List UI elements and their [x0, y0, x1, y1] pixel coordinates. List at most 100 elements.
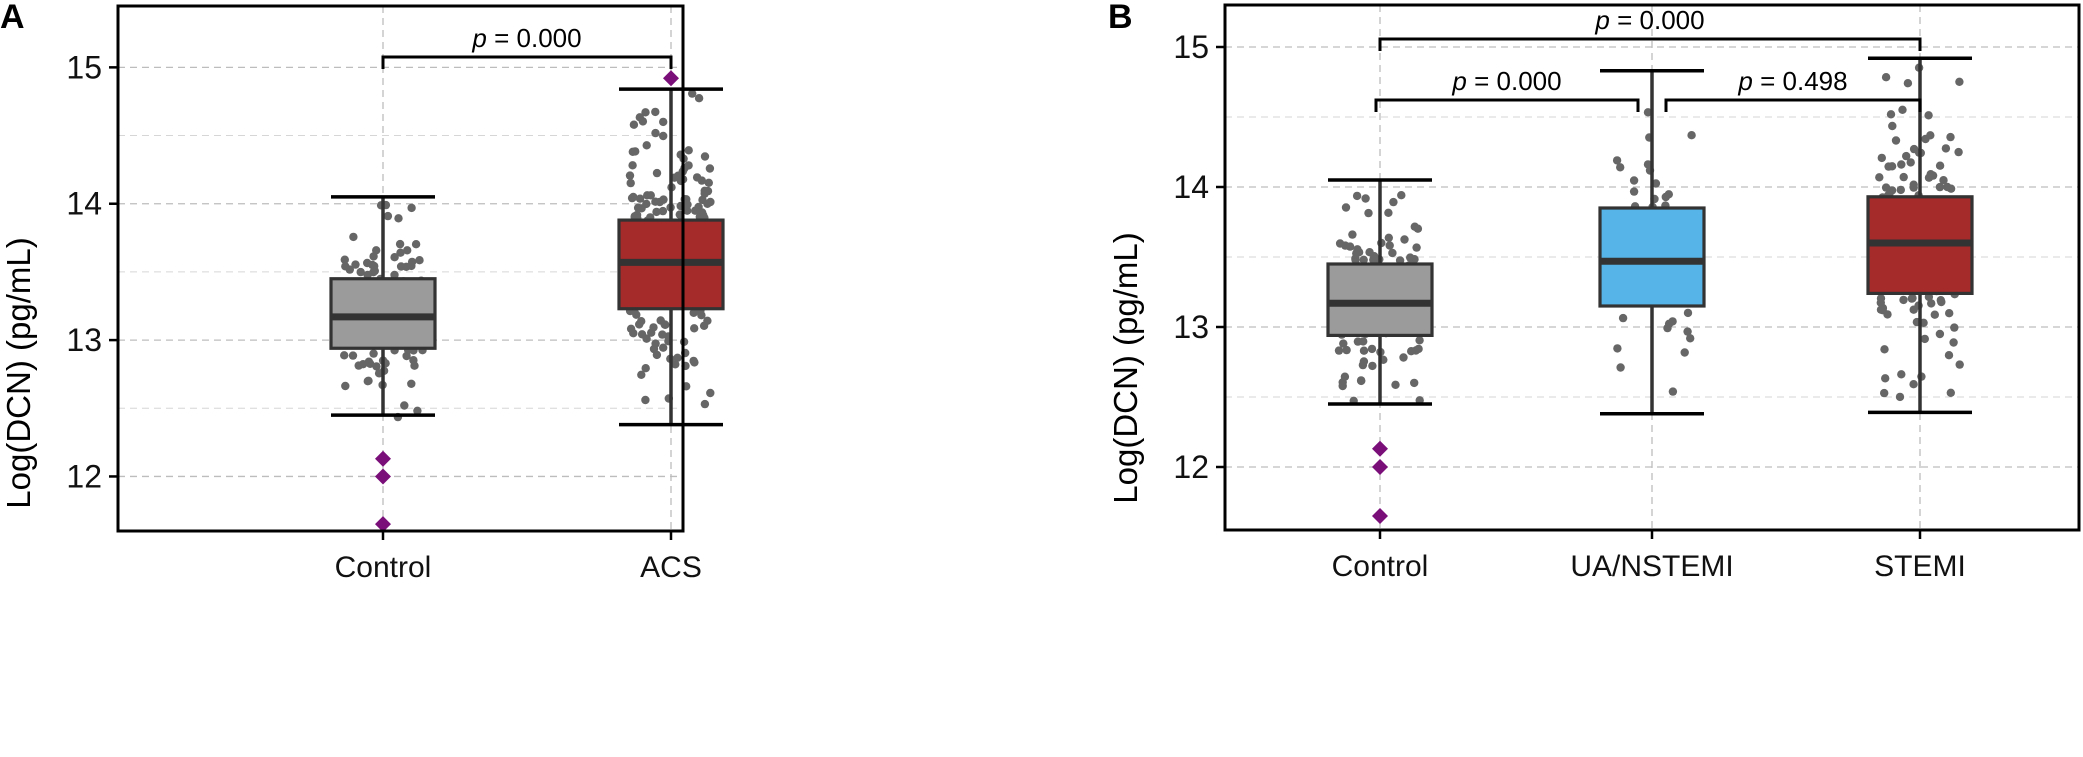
- data-point: [345, 265, 354, 274]
- data-point: [1388, 248, 1397, 258]
- data-point: [1909, 380, 1918, 389]
- p-value: = 0.000: [487, 23, 582, 53]
- p-symbol: p: [1594, 5, 1609, 35]
- panel-a: A Log(DCN) (pg/mL) p = 0.000 12 13 14 15 Co…: [0, 0, 725, 584]
- data-point: [706, 388, 715, 398]
- data-point: [1339, 339, 1348, 348]
- data-point: [1683, 327, 1692, 336]
- data-point: [671, 360, 680, 369]
- bracket-line: [1374, 98, 1640, 112]
- y-axis-label-b: Log(DCN) (pg/mL): [1107, 232, 1144, 503]
- bracket-line: [1664, 98, 1922, 112]
- data-point: [1950, 323, 1959, 332]
- data-point: [1385, 241, 1394, 250]
- data-point: [1400, 235, 1409, 244]
- data-point: [1407, 347, 1416, 356]
- data-point: [348, 351, 358, 360]
- data-point: [369, 349, 378, 358]
- data-point: [1664, 190, 1674, 199]
- data-point: [1668, 317, 1677, 326]
- data-point: [1926, 131, 1935, 140]
- data-point: [1410, 378, 1419, 388]
- data-point: [697, 176, 706, 185]
- data-point: [697, 311, 706, 320]
- y-tick-label: 15: [66, 49, 102, 85]
- comparison-bracket: p = 0.498: [1664, 66, 1922, 112]
- data-point: [626, 324, 636, 333]
- data-point: [691, 206, 700, 215]
- outlier-point: [1372, 459, 1388, 475]
- y-tick-label: 13: [1173, 309, 1209, 345]
- data-point: [1898, 105, 1907, 115]
- data-point: [1895, 392, 1905, 402]
- data-point: [356, 267, 365, 277]
- data-point: [628, 147, 637, 156]
- data-point: [659, 117, 668, 127]
- data-point: [703, 199, 712, 208]
- data-point: [1359, 255, 1368, 264]
- data-point: [1406, 253, 1415, 262]
- data-point: [689, 308, 698, 317]
- data-point: [1413, 224, 1423, 233]
- y-tick-label: 15: [1173, 29, 1209, 65]
- data-point: [1342, 345, 1351, 355]
- data-point: [683, 206, 692, 215]
- data-point: [1397, 191, 1406, 200]
- data-point: [1391, 380, 1400, 389]
- data-point: [1680, 348, 1689, 357]
- data-point: [1412, 243, 1421, 252]
- data-point: [369, 268, 378, 277]
- x-ticks-a: Control ACS: [335, 531, 702, 584]
- data-point: [1888, 121, 1897, 131]
- p-value: = 0.000: [1610, 5, 1705, 35]
- outlier-point: [663, 70, 679, 87]
- comparisons-a: p = 0.000: [381, 23, 673, 69]
- data-point: [652, 350, 662, 360]
- data-point: [407, 379, 416, 388]
- data-point: [366, 359, 375, 368]
- data-point: [400, 401, 409, 410]
- box-acs: [617, 87, 725, 427]
- y-axis-label-a: Log(DCN) (pg/mL): [0, 237, 37, 508]
- data-point: [635, 113, 644, 122]
- data-point: [649, 323, 658, 332]
- data-point: [1881, 374, 1890, 383]
- data-point: [1389, 197, 1398, 207]
- data-point: [341, 381, 350, 391]
- data-point: [625, 171, 635, 180]
- data-point: [635, 320, 644, 329]
- data-point: [340, 351, 349, 360]
- data-point: [1954, 147, 1963, 157]
- data-point: [642, 141, 651, 150]
- x-tick-label: Control: [335, 551, 432, 584]
- data-point: [1359, 337, 1368, 346]
- data-point: [1354, 248, 1364, 257]
- data-point: [396, 248, 405, 257]
- data-point: [407, 203, 416, 213]
- data-point: [1368, 361, 1377, 371]
- data-point: [411, 240, 421, 249]
- data-point: [641, 395, 650, 405]
- data-point: [390, 270, 399, 280]
- data-point: [1924, 111, 1933, 120]
- outlier-point: [375, 450, 391, 467]
- data-point: [1686, 334, 1695, 343]
- data-point: [628, 161, 637, 170]
- box-ua-nstemi: [1598, 69, 1706, 416]
- p-value-label: p = 0.000: [1451, 66, 1561, 96]
- data-point: [1358, 360, 1368, 370]
- data-point: [642, 334, 651, 343]
- data-point: [1613, 344, 1622, 353]
- box-control: [1326, 178, 1434, 406]
- data-point: [1651, 179, 1661, 188]
- data-point: [690, 324, 699, 333]
- data-point: [1683, 308, 1693, 318]
- data-point: [410, 361, 419, 370]
- data-point: [1906, 158, 1915, 167]
- data-point: [1881, 183, 1891, 192]
- y-ticks-a: 12 13 14 15: [66, 49, 118, 494]
- outlier-point: [1372, 508, 1388, 524]
- comparison-bracket: p = 0.000: [1374, 66, 1640, 112]
- data-point: [656, 316, 665, 325]
